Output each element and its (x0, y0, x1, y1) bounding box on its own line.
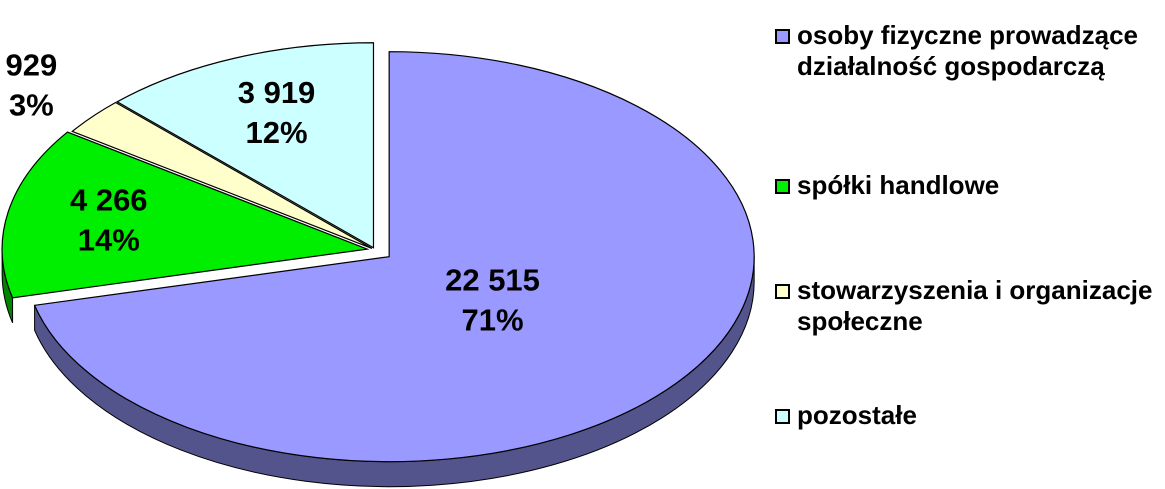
pie-area: 22 515 71% 4 266 14% 929 3% 3 919 12% (1, 42, 755, 488)
legend-entry: stowarzyszenia i organizacje społeczne (775, 275, 1157, 337)
slice (33, 51, 755, 463)
slice (71, 101, 373, 250)
slice (1, 131, 370, 299)
value-label: 22 515 (445, 262, 540, 297)
percent-label: 3% (9, 88, 54, 123)
legend-entry: spółki handlowe (775, 170, 1157, 201)
legend-label: pozostałe (797, 400, 917, 430)
legend-label: spółki handlowe (797, 170, 1000, 200)
slice (115, 42, 375, 249)
legend-swatch (775, 284, 790, 299)
percent-label: 71% (461, 302, 523, 337)
value-label: 3 919 (238, 75, 316, 110)
legend-swatch (775, 179, 790, 194)
legend-entry: osoby fizyczne prowadzące działalność go… (775, 20, 1157, 82)
legend-entry: pozostałe (775, 400, 1157, 431)
percent-label: 14% (78, 222, 140, 257)
value-label: 4 266 (70, 182, 148, 217)
percent-label: 12% (245, 115, 307, 150)
legend-swatch (775, 29, 790, 44)
legend-swatch (775, 409, 790, 424)
value-label: 929 (5, 48, 57, 83)
legend-label: stowarzyszenia i organizacje społeczne (797, 275, 1153, 336)
legend-label: osoby fizyczne prowadzące działalność go… (797, 20, 1138, 81)
